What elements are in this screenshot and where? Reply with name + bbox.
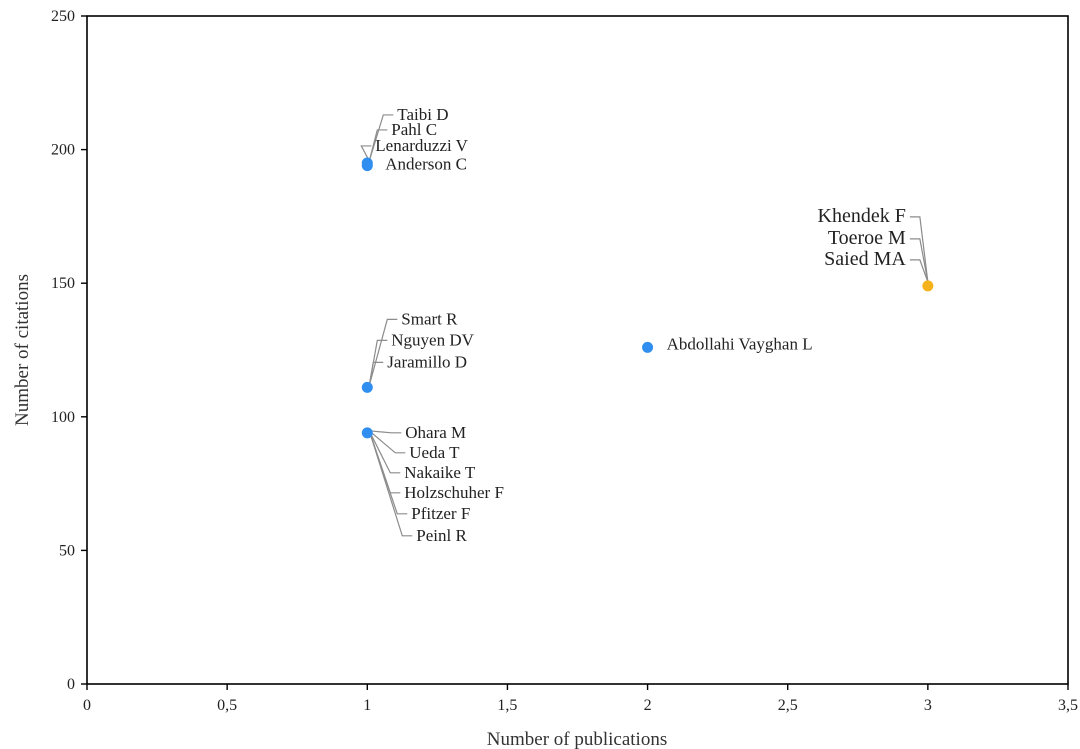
y-tick-label: 150 [51,275,75,292]
x-axis-title: Number of publications [487,729,667,749]
leader-line [909,259,929,283]
data-point [922,280,934,292]
x-tick-label: 3,5 [1058,697,1078,714]
y-tick-label: 200 [51,142,75,159]
point-label: Abdollahi Vayghan L [667,334,813,353]
point-label: Khendek F [818,205,906,227]
y-axis-ticks: 0 50 100 150 200 250 [51,8,87,693]
leader-line [368,430,413,537]
leader-line [368,114,394,162]
x-tick-label: 3 [924,697,932,714]
x-tick-label: 1,5 [497,697,517,714]
data-points [361,157,934,439]
point-label: Jaramillo D [387,352,467,371]
point-label: Ohara M [405,423,466,442]
x-tick-label: 1 [363,697,371,714]
point-label: Pfitzer F [411,504,470,523]
leader-line [360,145,372,162]
data-point [361,160,373,172]
leader-line [368,361,384,386]
y-axis-title: Number of citations [12,274,33,426]
leader-line [369,430,402,434]
point-label: Nakaike T [404,463,476,482]
data-point [642,341,654,353]
y-tick-label: 100 [51,409,75,426]
x-axis-ticks: 0 0,5 1 1,5 2 2,5 3 3,5 [83,684,1078,714]
point-label: Holzschuher F [404,483,504,502]
point-label: Lenarduzzi V [375,136,468,155]
leader-line [368,430,401,474]
y-tick-label: 250 [51,8,75,25]
plot-frame [86,15,1069,685]
point-label: Ueda T [409,443,460,462]
leader-line [368,318,398,386]
point-label: Smart R [401,309,458,328]
data-point [361,427,373,439]
point-label: Toeroe M [828,227,906,249]
x-tick-label: 2 [644,697,652,714]
leader-line [368,430,408,515]
point-label: Anderson C [385,155,467,174]
point-label: Saied MA [824,248,906,270]
label-leader-lines [360,114,929,537]
leader-line [368,129,388,162]
y-tick-label: 50 [59,542,75,559]
leader-line [909,216,929,282]
x-tick-label: 0 [83,697,91,714]
point-label: Nguyen DV [391,330,474,349]
leader-line [368,430,406,454]
x-tick-label: 2,5 [778,697,798,714]
x-tick-label: 0,5 [217,697,237,714]
point-label: Peinl R [416,526,467,545]
point-label: Taibi D [397,105,448,124]
y-tick-label: 0 [67,676,75,693]
data-point [361,381,373,393]
leader-line [909,238,929,282]
point-label: Pahl C [391,120,437,139]
